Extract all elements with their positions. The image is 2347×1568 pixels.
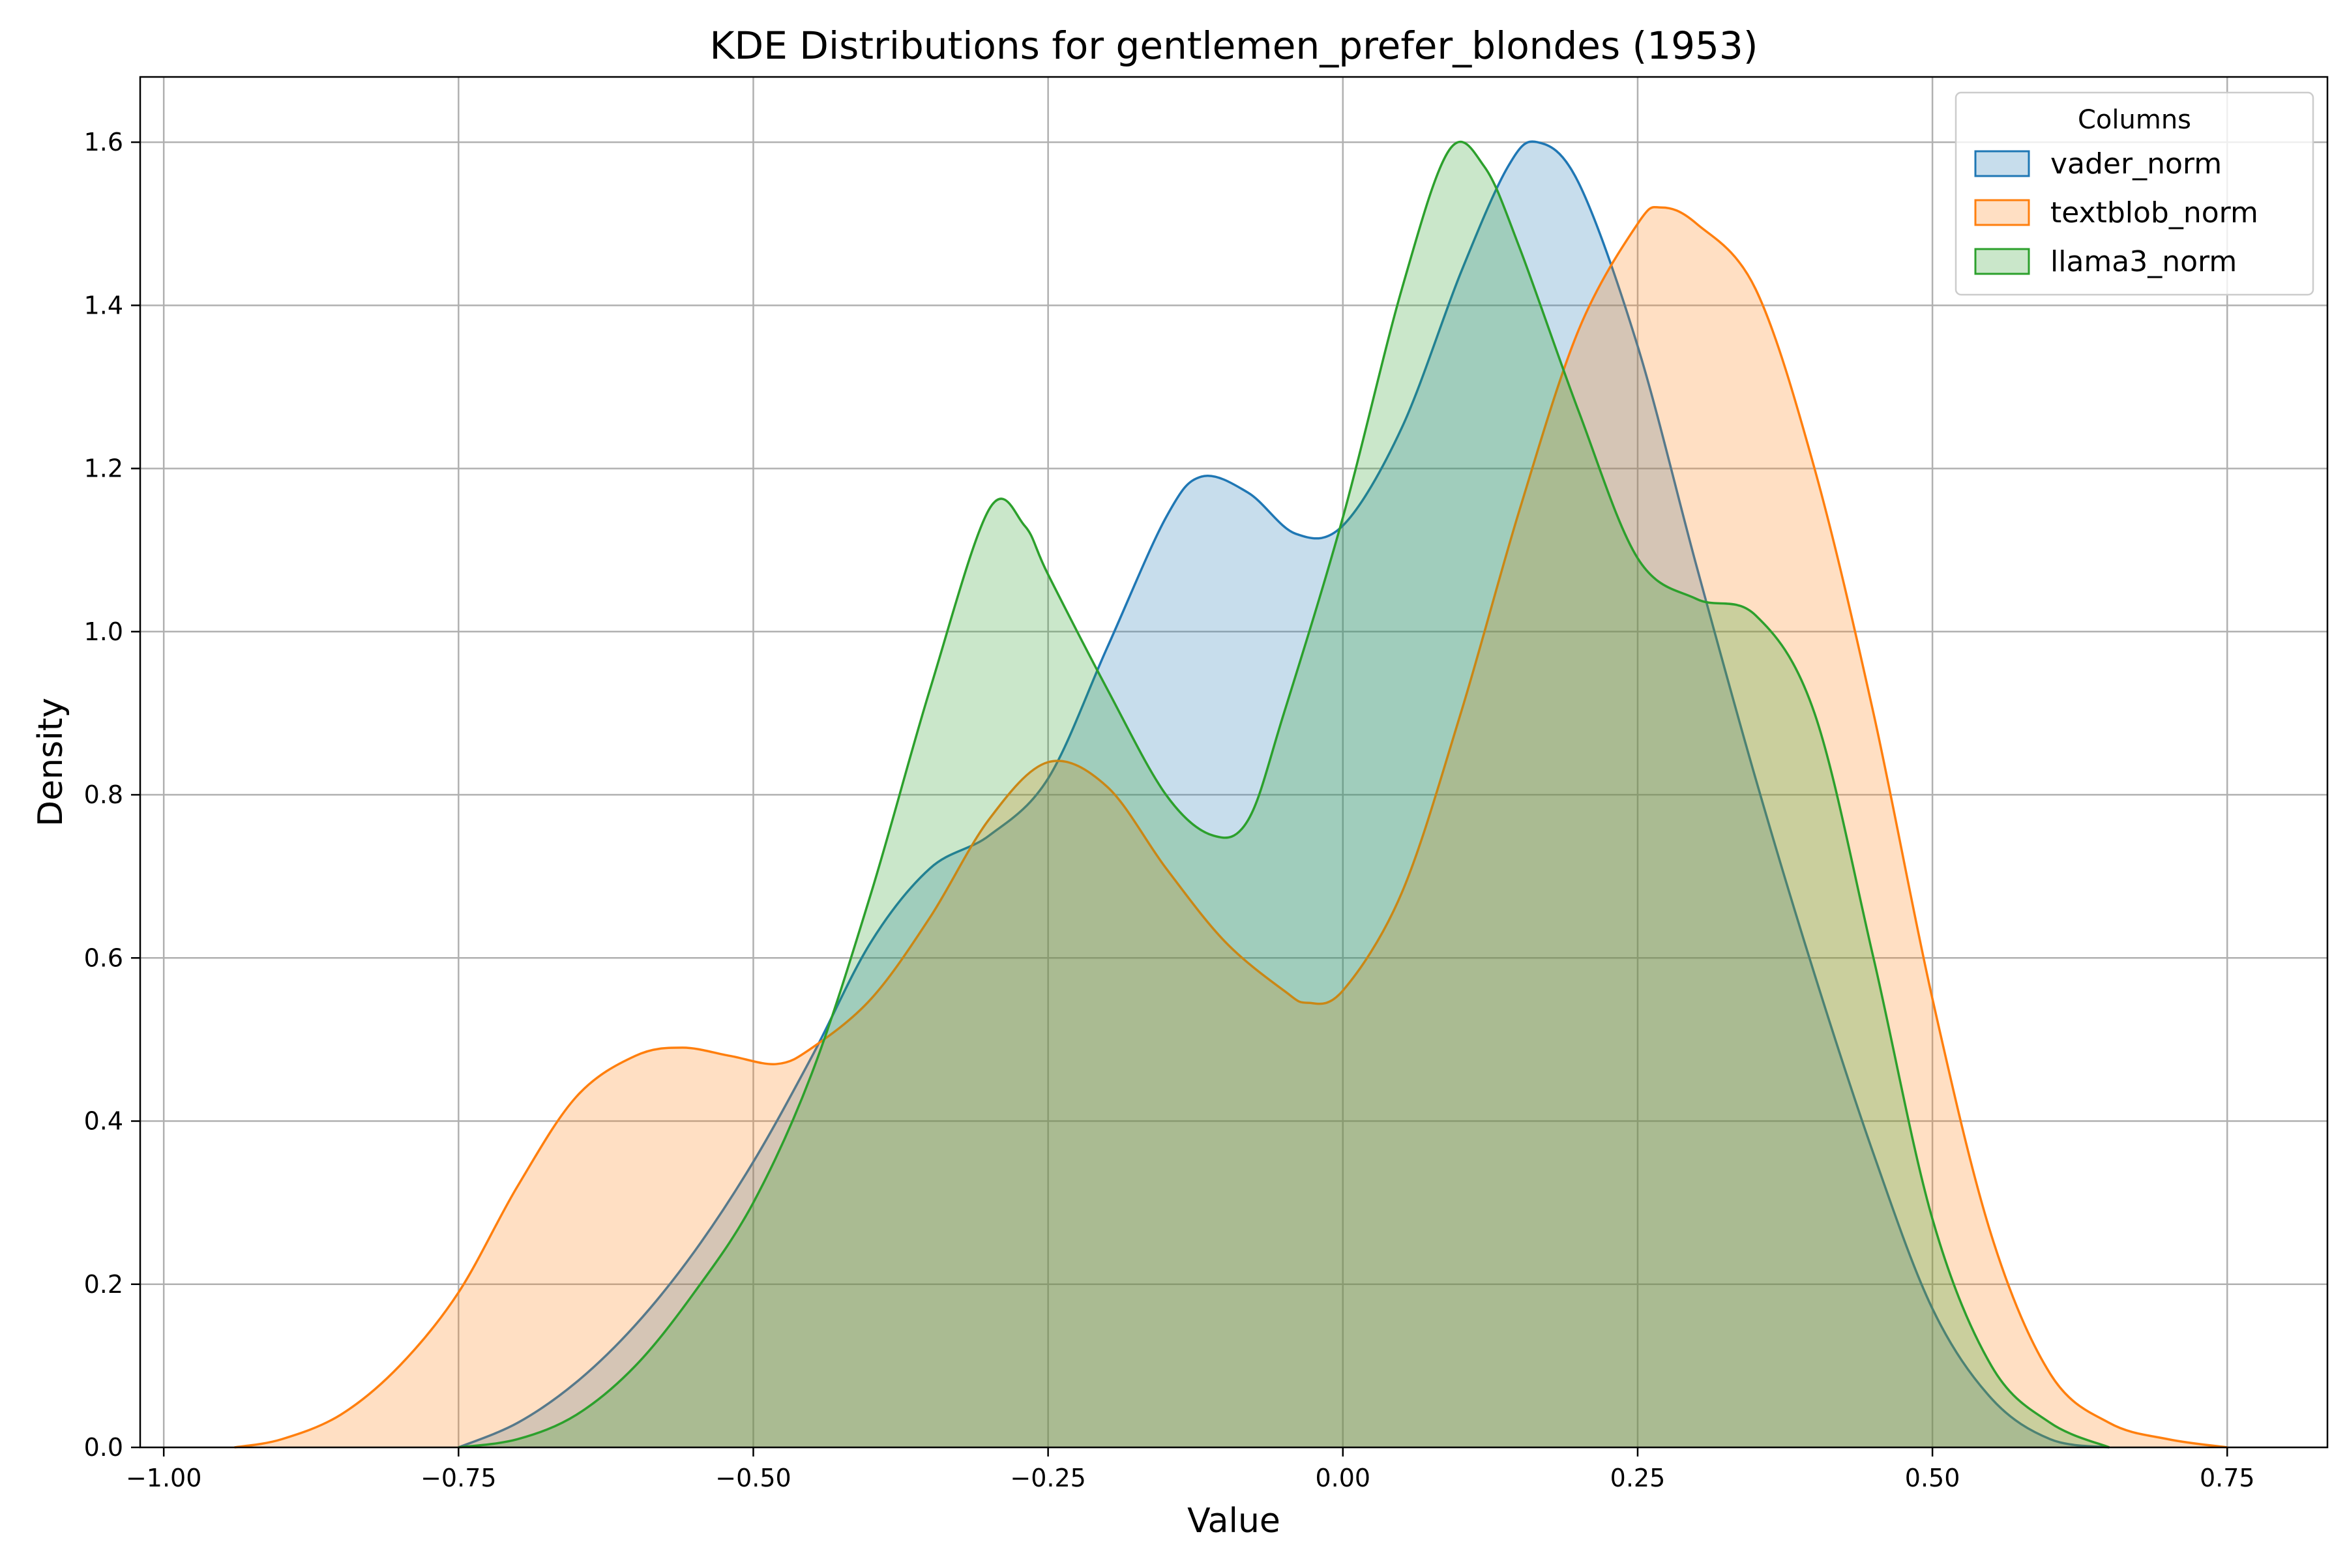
x-tick-label: 0.50	[1905, 1464, 1960, 1492]
y-tick-label: 0.0	[84, 1433, 123, 1462]
legend-label-textblob_norm: textblob_norm	[2050, 196, 2258, 229]
x-axis-ticks: −1.00 −0.75 −0.50 −0.25 0.00 0.25 0.50 0.75	[126, 1447, 2255, 1492]
legend-label-llama3_norm: llama3_norm	[2050, 245, 2237, 278]
series-line-llama3_norm	[458, 140, 2110, 1449]
legend-swatch-llama3_norm	[1974, 248, 2030, 275]
y-tick-label: 1.4	[84, 291, 123, 319]
y-tick-label: 0.8	[84, 780, 123, 809]
x-tick-label: 0.00	[1315, 1464, 1370, 1492]
legend-title: Columns	[2078, 105, 2191, 135]
y-tick-label: 0.6	[84, 943, 123, 972]
legend-swatch-textblob_norm	[1974, 199, 2030, 226]
series-fill-llama3_norm	[458, 141, 2110, 1448]
y-tick-label: 1.0	[84, 617, 123, 646]
legend-label-vader_norm: vader_norm	[2050, 147, 2222, 181]
y-tick-label: 1.6	[84, 128, 123, 156]
x-axis-label: Value	[1187, 1501, 1280, 1541]
series-fill-textblob_norm	[234, 207, 2228, 1447]
x-tick-label: −0.25	[1010, 1464, 1085, 1492]
series-areas	[234, 140, 2228, 1449]
x-tick-label: −1.00	[126, 1464, 201, 1492]
legend: Columns vader_norm textblob_norm llama3_no…	[1955, 91, 2314, 296]
x-tick-label: −0.75	[421, 1464, 496, 1492]
y-tick-label: 0.4	[84, 1107, 123, 1136]
x-tick-label: 0.75	[2200, 1464, 2255, 1492]
axes-frame	[139, 76, 2329, 1449]
series-line-vader_norm	[458, 140, 2110, 1449]
y-tick-label: 0.2	[84, 1270, 123, 1299]
y-axis-label: Density	[31, 698, 70, 827]
x-tick-label: 0.25	[1610, 1464, 1666, 1492]
y-axis-ticks: 0.0 0.2 0.4 0.6 0.8 1.0 1.2 1.4 1.6	[84, 128, 140, 1462]
series-fill-vader_norm	[458, 141, 2110, 1448]
legend-box	[1955, 91, 2314, 296]
x-tick-label: −0.50	[715, 1464, 791, 1492]
series-line-textblob_norm	[234, 205, 2228, 1449]
y-tick-label: 1.2	[84, 454, 123, 483]
chart-title: KDE Distributions for gentlemen_prefer_b…	[710, 23, 1758, 68]
legend-swatch-vader_norm	[1974, 150, 2030, 177]
legend-items: vader_norm textblob_norm llama3_norm	[1974, 147, 2258, 278]
